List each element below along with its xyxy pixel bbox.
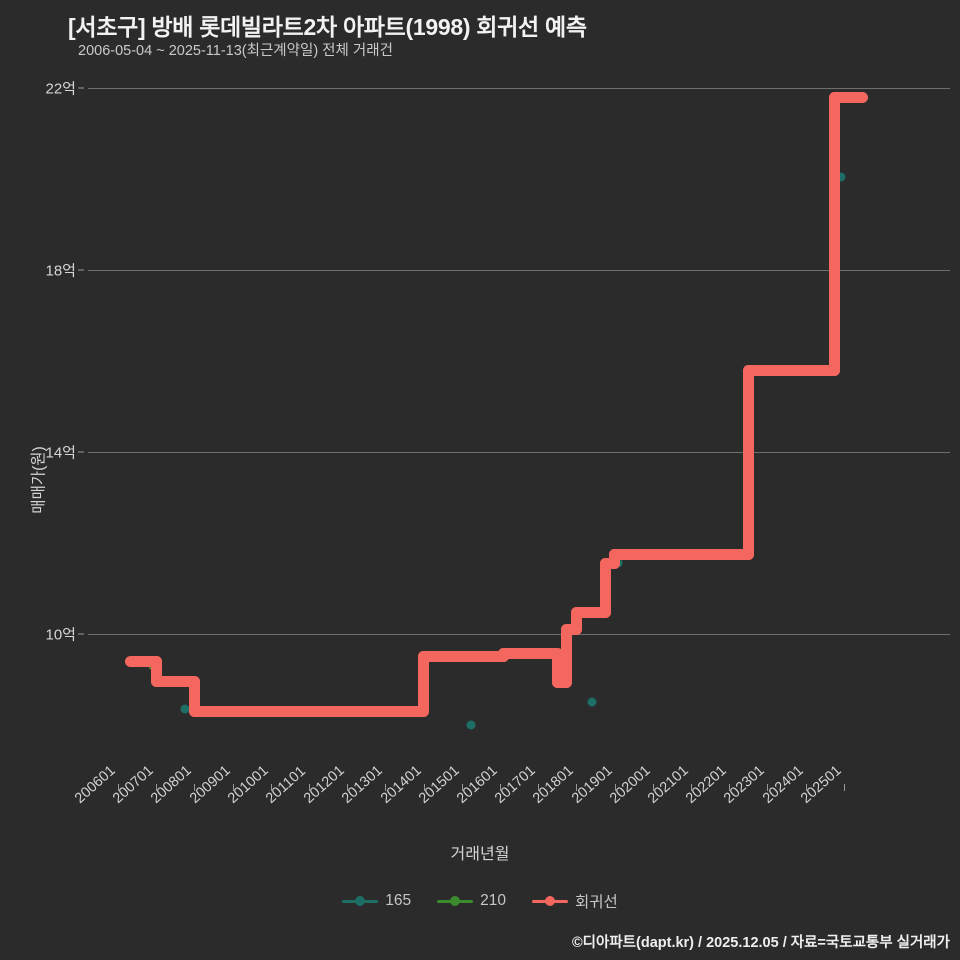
x-axis-tick-mark: [843, 784, 845, 791]
x-axis-tick-mark: [729, 784, 731, 791]
data-point-165: [466, 720, 476, 730]
regression-line-segment: [742, 364, 805, 376]
plot-area: [88, 70, 950, 782]
data-point-165: [180, 704, 190, 714]
legend-swatch-icon: [531, 899, 568, 903]
chart-subtitle: 2006-05-04 ~ 2025-11-13(최근계약일) 전체 거래건: [78, 43, 393, 59]
regression-line-segment: [208, 705, 430, 717]
legend-label: 회귀선: [574, 894, 618, 911]
gridline-y-14: [88, 452, 950, 453]
x-axis-tick-mark: [118, 784, 119, 791]
regression-line-segment: [551, 647, 563, 689]
x-axis-tick-mark: [691, 784, 692, 791]
regression-line-segment: [570, 606, 582, 635]
y-axis-tick-label: 10억: [45, 626, 77, 644]
regression-line-segment: [475, 650, 509, 662]
legend-item-165[interactable]: 165: [342, 892, 411, 910]
data-point-165: [587, 697, 597, 707]
y-axis-tick-label: 14억: [45, 444, 77, 462]
regression-line-segment: [418, 650, 487, 662]
x-axis-tick-mark: [232, 784, 234, 791]
y-axis-tick-label: 22억: [45, 80, 77, 98]
y-axis-tick-mark: [78, 87, 84, 89]
gridline-y-10: [88, 634, 950, 635]
regression-line-segment: [150, 655, 162, 688]
regression-line-segment: [828, 91, 869, 103]
regression-line-segment: [609, 548, 649, 560]
x-axis-tick-mark: [805, 784, 807, 791]
regression-line-segment: [150, 676, 200, 688]
legend-label: 165: [385, 892, 412, 909]
legend-swatch-icon: [437, 899, 474, 903]
y-axis-tick-mark: [78, 633, 84, 635]
legend-item-210[interactable]: 210: [437, 892, 506, 910]
regression-line-segment: [570, 606, 611, 618]
regression-line-segment: [418, 650, 430, 717]
x-axis-tick-mark: [347, 784, 349, 791]
regression-line-segment: [125, 655, 162, 667]
x-axis-tick-mark: [538, 784, 540, 791]
x-axis-tick-mark: [270, 784, 272, 791]
legend-swatch-icon: [342, 899, 379, 903]
footer-credit: ©디아파트(dapt.kr) / 2025.12.05 / 자료=국토교통부 실…: [571, 935, 950, 951]
legend-item-회귀선[interactable]: 회귀선: [531, 890, 618, 912]
regression-line-segment: [497, 647, 563, 659]
gridline-y-18: [88, 270, 950, 271]
regression-line-segment: [742, 364, 754, 560]
chart-legend: 165 210 회귀선: [0, 890, 960, 912]
x-axis-tick-mark: [194, 784, 196, 791]
x-axis-tick-mark: [156, 784, 158, 791]
x-axis-tick-mark: [576, 784, 578, 791]
chart-title: [서초구] 방배 롯데빌라트2차 아파트(1998) 회귀선 예측: [68, 14, 587, 40]
regression-line-segment: [599, 557, 611, 618]
regression-line-segment: [793, 364, 840, 376]
x-axis-tick-mark: [385, 784, 387, 791]
x-axis-title: 거래년월: [450, 846, 510, 863]
gridline-y-22: [88, 88, 950, 89]
x-axis-tick-mark: [500, 784, 501, 791]
y-axis-tick-mark: [78, 451, 84, 453]
regression-line-segment: [188, 705, 219, 717]
y-axis-tick-label: 18억: [45, 262, 77, 280]
x-axis-tick-mark: [309, 784, 310, 791]
regression-line-segment: [637, 548, 754, 560]
x-axis-tick-mark: [423, 784, 425, 791]
x-axis-tick-mark: [461, 784, 463, 791]
x-axis-tick-mark: [767, 784, 769, 791]
x-axis-tick-mark: [614, 784, 616, 791]
x-axis-tick-mark: [652, 784, 654, 791]
legend-label: 210: [480, 892, 506, 909]
data-point-165: [836, 172, 846, 182]
regression-line-segment: [188, 676, 200, 717]
regression-line-segment: [828, 91, 840, 376]
regression-line-segment: [561, 623, 573, 689]
y-axis-tick-mark: [78, 269, 84, 271]
